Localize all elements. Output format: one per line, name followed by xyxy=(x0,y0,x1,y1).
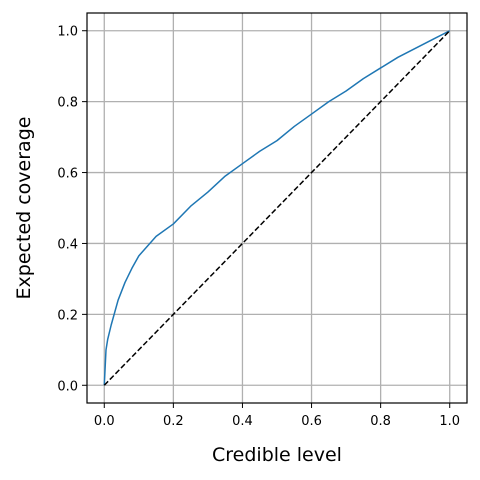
x-tick-label: 0.0 xyxy=(94,414,115,429)
x-axis-title: Credible level xyxy=(212,444,342,466)
coverage-curve xyxy=(103,30,451,386)
grid xyxy=(87,13,467,403)
x-tick-label: 0.6 xyxy=(301,414,322,429)
y-axis-title: Expected coverage xyxy=(13,117,35,300)
x-tick-label: 0.4 xyxy=(232,414,253,429)
diagonal-reference-line xyxy=(103,30,451,386)
y-tick-label: 1.0 xyxy=(57,25,78,40)
y-tick-label: 0.2 xyxy=(57,308,78,323)
y-tick-label: 0.8 xyxy=(57,96,78,111)
plot-frame xyxy=(86,12,468,404)
x-tick-label: 0.8 xyxy=(370,414,391,429)
y-tick-label: 0.6 xyxy=(57,167,78,182)
y-tick-label: 0.0 xyxy=(57,379,78,394)
x-tick-label: 1.0 xyxy=(439,414,460,429)
ticks: 0.0 0.2 0.4 0.6 0.8 1.0 0.0 0.2 0.4 0.6 0.8 1.0 xyxy=(57,25,460,429)
x-tick-label: 0.2 xyxy=(163,414,184,429)
y-tick-label: 0.4 xyxy=(57,237,78,252)
series-group xyxy=(103,30,451,386)
